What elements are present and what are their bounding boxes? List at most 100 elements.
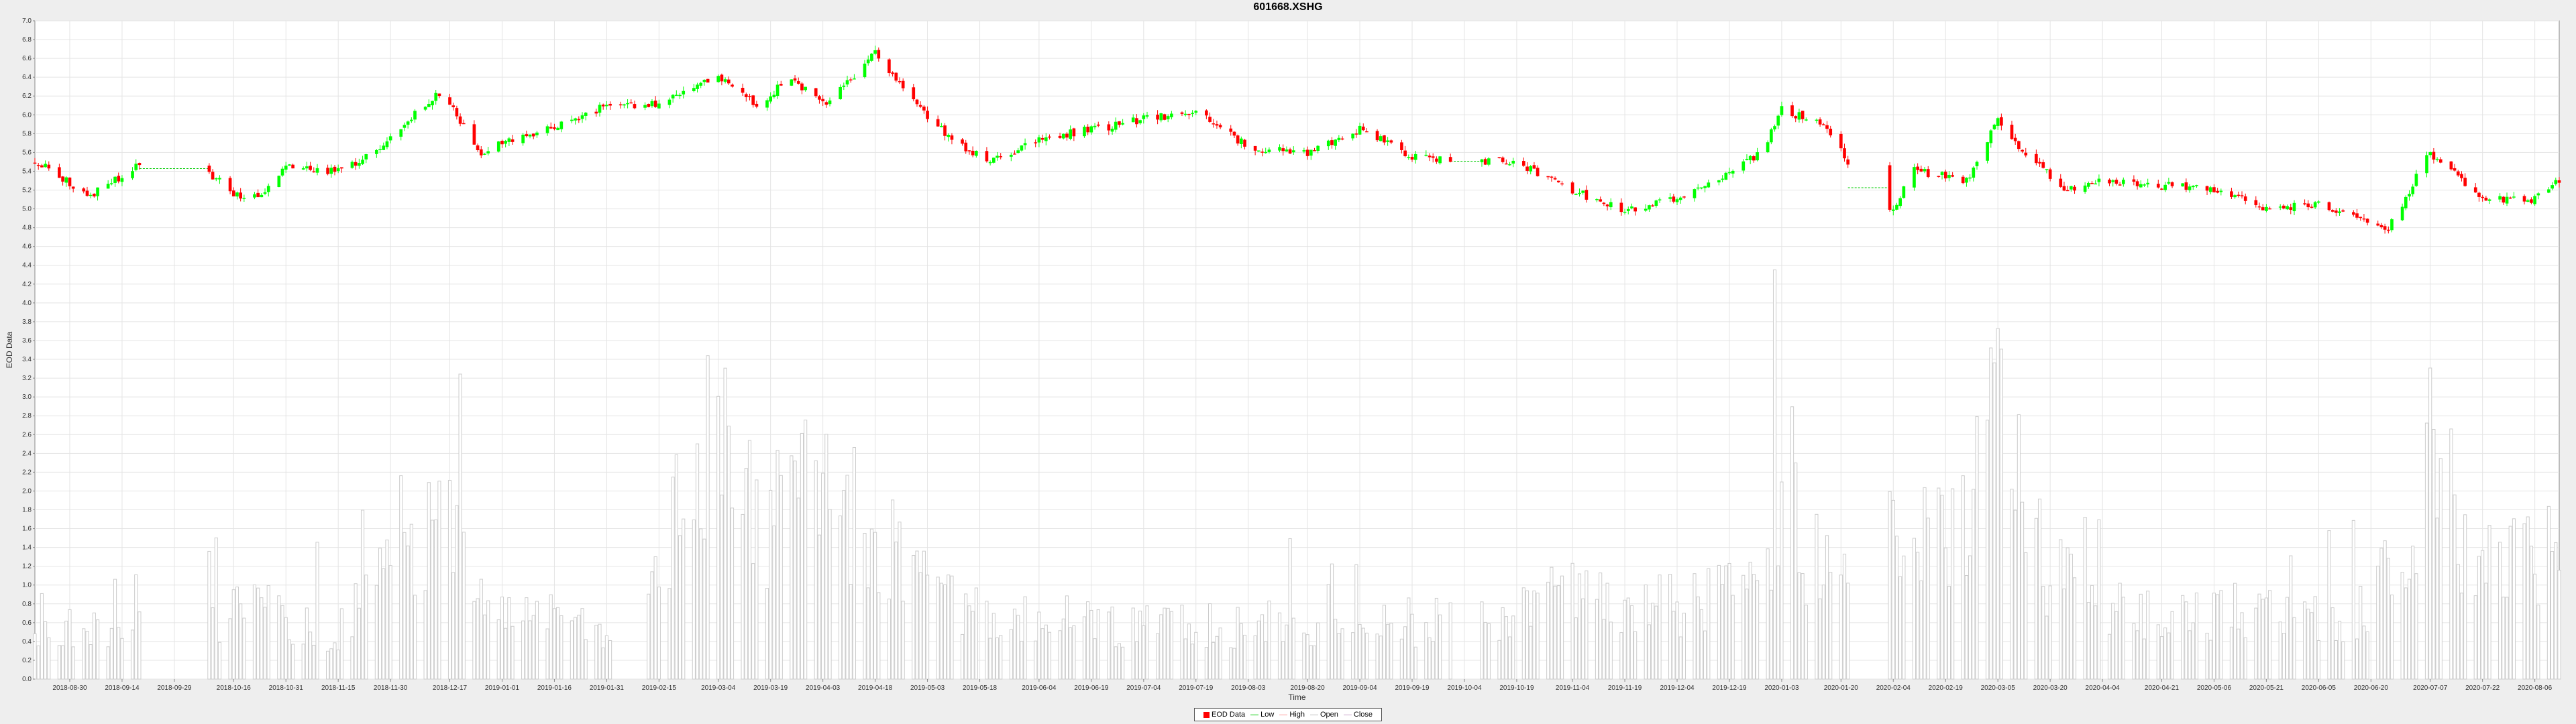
volume-bar [211, 607, 215, 680]
candle-body [1546, 176, 1550, 178]
volume-bar [873, 532, 877, 680]
volume-bar [2045, 615, 2049, 680]
candle-body [2257, 206, 2261, 208]
volume-bar [667, 588, 672, 680]
candle-body [570, 119, 574, 121]
candle-body [214, 178, 218, 180]
candle-body [922, 106, 926, 111]
volume-bar [360, 509, 365, 680]
candle-body [1965, 178, 1968, 183]
candle-body [985, 151, 989, 162]
candle-body [1121, 123, 1124, 125]
candle-body [650, 101, 654, 107]
volume-bar [2048, 585, 2052, 680]
candle-body [423, 107, 427, 110]
volume-bar [1891, 499, 1895, 680]
volume-bar [2313, 596, 2317, 680]
candle-body [1926, 169, 1930, 177]
volume-bar [511, 625, 515, 680]
candle-body [1843, 148, 1846, 159]
candle-body [68, 177, 72, 186]
candle-body [312, 171, 316, 173]
volume-bar [1797, 572, 1801, 680]
volume-bar [388, 565, 392, 680]
candle-body [472, 124, 476, 145]
candle-body [2219, 190, 2223, 192]
volume-bar [2508, 526, 2512, 680]
volume-bar [556, 607, 560, 680]
volume-bar [2062, 588, 2066, 680]
candle-body [1166, 116, 1170, 119]
candle-body [1313, 150, 1316, 152]
candle-body [2306, 203, 2310, 208]
candle-body [1703, 186, 1707, 188]
volume-bar [2167, 632, 2171, 680]
candle-body [277, 176, 281, 188]
volume-bar [1337, 633, 1341, 680]
x-tick-label: 2020-05-21 [2249, 684, 2284, 692]
volume-bar [1361, 627, 1365, 680]
x-tick-label: 2019-08-20 [1291, 684, 1326, 692]
candle-body [507, 138, 511, 142]
volume-bar [1340, 628, 1344, 680]
candle-body [741, 87, 745, 93]
volume-bar [1703, 630, 1707, 680]
volume-bar [36, 645, 40, 680]
candle-body [1654, 200, 1658, 206]
volume-bar [727, 426, 731, 680]
candle-body [1508, 164, 1511, 166]
y-tick-label: 3.4 [22, 356, 32, 363]
volume-bar [741, 514, 745, 680]
volume-bar [1044, 624, 1048, 680]
candle-body [1424, 154, 1428, 156]
volume-bar [1989, 347, 1993, 680]
volume-bar [1424, 622, 1428, 680]
volume-bar [2013, 509, 2017, 680]
volume-bar [653, 556, 657, 680]
y-tick-label: 1.4 [22, 544, 32, 552]
candle-body [1693, 189, 1697, 198]
volume-bar [2261, 599, 2265, 680]
candle-body [1107, 124, 1111, 131]
volume-bar [301, 644, 305, 680]
candle-body [1448, 157, 1452, 162]
volume-bar [1846, 583, 1850, 680]
x-tick-label: 2018-12-17 [433, 684, 468, 692]
volume-bar [1769, 589, 1773, 680]
candle-body [1159, 113, 1163, 121]
volume-bar [1926, 518, 1930, 680]
volume-bar [1654, 605, 1658, 680]
volume-bar [1190, 644, 1195, 680]
volume-bar [44, 621, 48, 680]
candle-body [2170, 182, 2174, 186]
volume-bar [305, 607, 309, 680]
volume-bar [2021, 501, 2025, 680]
candle-body [315, 168, 319, 173]
candle-body [1156, 115, 1159, 120]
volume-bar [64, 620, 68, 680]
candle-body [402, 125, 407, 128]
candle-body [821, 99, 824, 102]
volume-bar [1326, 584, 1330, 680]
volume-bar [2330, 607, 2334, 680]
candle-body [2303, 203, 2306, 204]
candle-body [765, 100, 769, 108]
x-axis-label: Time [1288, 692, 1306, 702]
candle-body [301, 168, 305, 170]
candle-body [678, 95, 682, 97]
volume-bar [2359, 585, 2363, 680]
candle-body [800, 83, 804, 90]
volume-bar [364, 575, 368, 680]
candle-body [1609, 202, 1613, 208]
candle-body [2073, 186, 2076, 191]
volume-bar [68, 609, 72, 680]
volume-bar [2254, 607, 2258, 680]
candle-body [653, 101, 657, 107]
y-tick-label: 5.8 [22, 130, 32, 137]
candle-body [242, 198, 246, 199]
candle-body [964, 142, 968, 152]
volume-bar [765, 588, 769, 680]
candle-body [1194, 111, 1198, 113]
candle-body [1016, 150, 1020, 154]
volume-bar [2212, 593, 2216, 680]
